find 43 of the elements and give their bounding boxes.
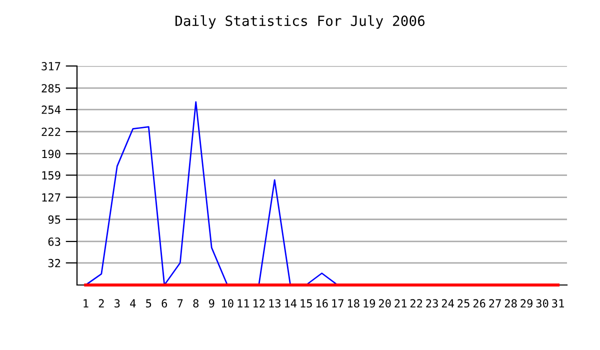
x-tick-label: 24 bbox=[442, 299, 454, 308]
chart-title: Daily Statistics For July 2006 bbox=[176, 15, 425, 29]
y-tick-label: 254 bbox=[42, 106, 60, 114]
x-tick-label: 8 bbox=[193, 299, 199, 308]
x-tick-label: 21 bbox=[394, 299, 407, 308]
y-tick-label: 63 bbox=[48, 237, 60, 246]
line-series bbox=[84, 101, 338, 286]
x-tick-label: 3 bbox=[114, 299, 120, 308]
x-tick-label: 20 bbox=[378, 299, 391, 308]
x-tick-label: 27 bbox=[489, 299, 501, 308]
x-tick-label: 4 bbox=[130, 299, 136, 308]
y-tick-label: 317 bbox=[42, 62, 60, 70]
x-tick-label: 19 bbox=[364, 299, 376, 308]
x-tick-label: 18 bbox=[348, 299, 360, 308]
y-tick-label: 222 bbox=[42, 128, 60, 136]
x-tick-label: 13 bbox=[269, 299, 280, 308]
x-tick-label: 25 bbox=[458, 299, 470, 308]
y-tick-label: 127 bbox=[42, 193, 60, 202]
y-tick-label: 32 bbox=[48, 258, 60, 268]
x-tick-label: 22 bbox=[410, 299, 422, 308]
y-tick-label: 159 bbox=[42, 171, 60, 180]
x-tick-label: 6 bbox=[162, 299, 168, 308]
x-tick-label: 2 bbox=[98, 299, 104, 308]
x-tick-label: 1 bbox=[84, 299, 88, 308]
x-tick-label: 7 bbox=[178, 299, 183, 308]
x-tick-label: 29 bbox=[520, 299, 532, 308]
x-tick-label: 23 bbox=[426, 299, 438, 308]
y-tick-label: 190 bbox=[42, 150, 60, 158]
x-tick-label: 5 bbox=[146, 299, 152, 308]
x-tick-label: 14 bbox=[284, 299, 297, 308]
x-tick-label: 12 bbox=[254, 299, 265, 308]
y-tick-label: 285 bbox=[42, 84, 60, 93]
x-tick-label: 15 bbox=[300, 299, 312, 308]
x-tick-label: 30 bbox=[536, 299, 548, 308]
x-tick-label: 16 bbox=[316, 299, 328, 308]
x-tick-label: 31 bbox=[552, 299, 564, 308]
x-tick-label: 9 bbox=[208, 299, 214, 308]
x-tick-label: 26 bbox=[473, 299, 486, 308]
x-tick-label: 11 bbox=[238, 299, 250, 308]
x-tick-label: 28 bbox=[504, 299, 517, 308]
x-tick-label: 17 bbox=[332, 299, 344, 308]
x-tick-label: 10 bbox=[222, 299, 234, 308]
y-tick-label: 95 bbox=[48, 215, 60, 224]
